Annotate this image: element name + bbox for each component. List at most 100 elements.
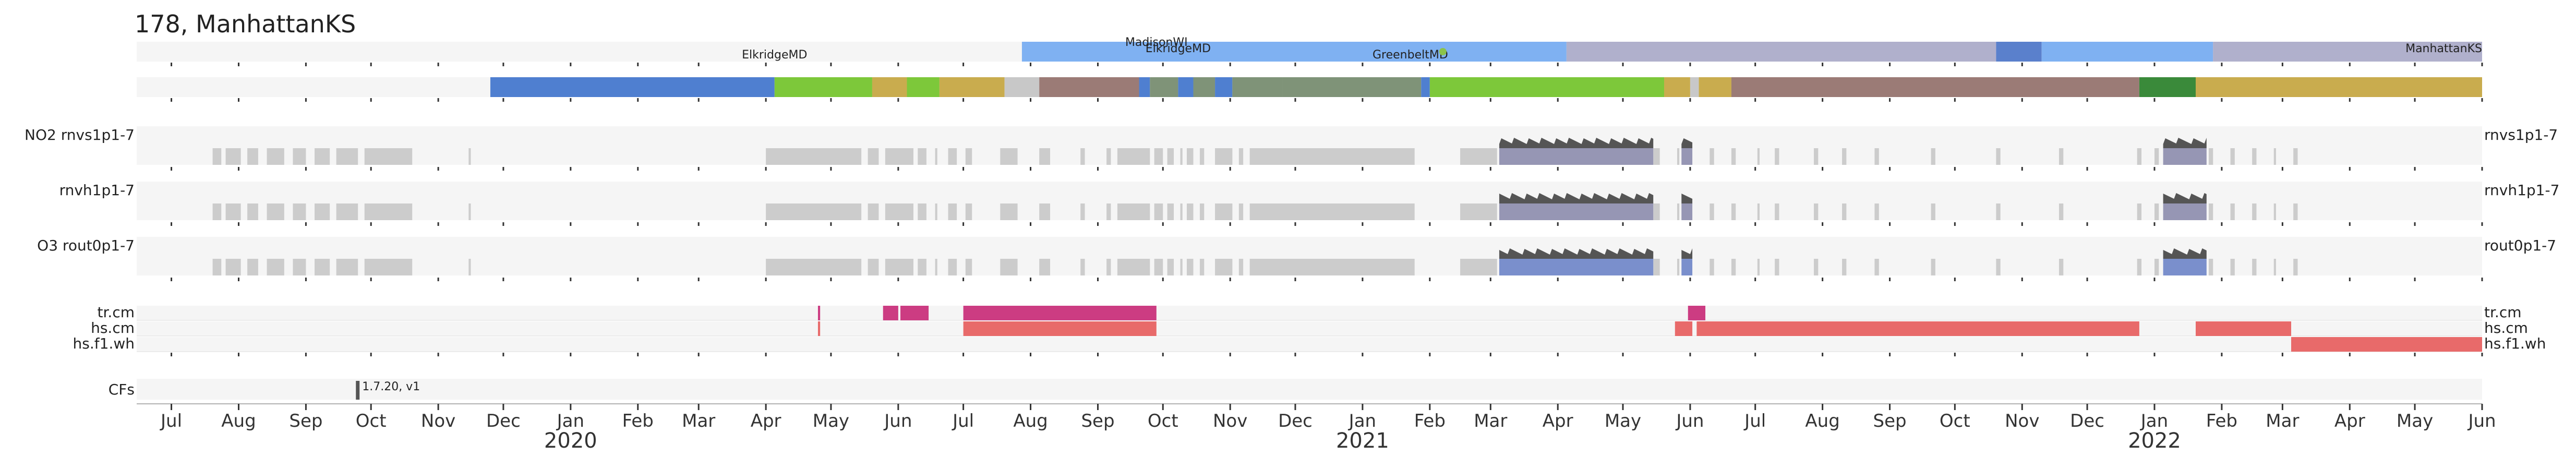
sensor-row-left-label: NO2 rnvs1p1-7 <box>25 126 135 143</box>
sensor-gray-segment <box>293 203 306 220</box>
x-axis-month-label: Jul <box>1743 411 1766 431</box>
location-label: ElkridgeMD <box>1146 42 1211 55</box>
sensor-gray-segment <box>1039 203 1050 220</box>
sensor-gray-segment <box>1249 203 1415 220</box>
sensor-gray-segment <box>293 148 306 165</box>
sensor-gray-segment <box>212 203 222 220</box>
sensor-gray-segment <box>2252 148 2257 165</box>
sensor-gray-segment <box>1187 148 1194 165</box>
sensor-gray-segment <box>293 259 306 275</box>
sensor-gray-segment <box>2273 203 2276 220</box>
sensor-gray-segment <box>225 203 241 220</box>
sensor-gray-segment <box>1460 148 1497 165</box>
cf-marker-label: 1.7.20, v1 <box>362 380 420 393</box>
sensor-gray-segment <box>918 148 926 165</box>
x-axis-month-label: Aug <box>221 411 256 431</box>
sensor-gray-segment <box>1731 148 1736 165</box>
sensor-gray-segment <box>1199 259 1205 275</box>
sensor-gray-segment <box>2154 203 2159 220</box>
sensor-gray-segment <box>1813 259 1819 275</box>
sensor-active-segment <box>1681 148 1693 165</box>
status-segment <box>1696 321 2139 336</box>
context-segment <box>2139 77 2196 97</box>
x-axis-month-label: Jun <box>1675 411 1704 431</box>
status-segment <box>2195 321 2291 336</box>
x-axis-month-label: Oct <box>1148 411 1178 431</box>
sensor-activity-trace <box>2163 138 2207 148</box>
status-row-left-label: hs.cm <box>91 319 135 337</box>
sensor-gray-segment <box>948 259 957 275</box>
sensor-gray-segment <box>1653 259 1660 275</box>
sensor-gray-segment <box>1249 259 1415 275</box>
cf-row-label: CFs <box>109 381 135 398</box>
x-axis-month-label: Nov <box>1213 411 1247 431</box>
context-segment <box>1282 77 1422 97</box>
sensor-gray-segment <box>1710 148 1714 165</box>
x-axis-month-label: Dec <box>486 411 521 431</box>
sensor-gray-segment <box>1215 259 1233 275</box>
status-segment <box>817 306 821 320</box>
sensor-gray-segment <box>1106 148 1111 165</box>
location-segment <box>2041 42 2213 62</box>
sensor-gray-segment <box>1187 203 1194 220</box>
sensor-gray-segment <box>1000 203 1018 220</box>
sensor-gray-segment <box>1677 259 1680 275</box>
sensor-gray-segment <box>1653 203 1660 220</box>
sensor-gray-segment <box>1813 148 1819 165</box>
sensor-gray-segment <box>212 148 222 165</box>
x-axis-month-label: Sep <box>289 411 322 431</box>
sensor-gray-segment <box>2293 148 2298 165</box>
sensor-gray-segment <box>247 203 258 220</box>
sensor-active-segment <box>2163 203 2207 220</box>
sensor-gray-segment <box>885 203 913 220</box>
sensor-active-segment <box>2163 148 2207 165</box>
sensor-gray-segment <box>1677 203 1680 220</box>
sensor-gray-segment <box>1757 148 1760 165</box>
status-segment <box>963 321 1157 336</box>
sensor-row-right-label: rnvh1p1-7 <box>2484 182 2559 199</box>
sensor-gray-segment <box>364 148 413 165</box>
sensor-gray-segment <box>2059 148 2064 165</box>
context-segment <box>774 77 872 97</box>
x-axis-month-label: Dec <box>1278 411 1313 431</box>
status-row-left-label: hs.f1.wh <box>73 335 135 352</box>
x-axis-month-label: May <box>1605 411 1641 431</box>
sensor-gray-segment <box>2137 148 2142 165</box>
sensor-gray-segment <box>2137 203 2142 220</box>
sensor-gray-segment <box>1187 259 1194 275</box>
sensor-gray-segment <box>2208 259 2213 275</box>
sensor-gray-segment <box>766 148 862 165</box>
x-axis-year-label: 2020 <box>544 429 597 453</box>
sensor-active-segment <box>1499 203 1654 220</box>
sensor-gray-segment <box>1775 203 1779 220</box>
x-axis-month-label: Jan <box>556 411 584 431</box>
sensor-gray-segment <box>364 203 413 220</box>
context-segment <box>1664 77 1690 97</box>
sensor-gray-segment <box>1117 148 1150 165</box>
sensor-gray-segment <box>267 203 284 220</box>
sensor-gray-segment <box>1215 203 1233 220</box>
sensor-gray-segment <box>1000 148 1018 165</box>
x-axis-month-label: Jan <box>2140 411 2168 431</box>
status-row-right-label: hs.f1.wh <box>2484 335 2546 352</box>
sensor-gray-segment <box>1931 259 1935 275</box>
sensor-gray-segment <box>2273 259 2276 275</box>
context-segment <box>1150 77 1178 97</box>
sensor-gray-segment <box>1874 259 1879 275</box>
location-label: ManhattanKS <box>2405 42 2482 55</box>
status-segment <box>817 321 821 336</box>
sensor-gray-segment <box>1180 148 1183 165</box>
sensor-gray-segment <box>247 259 258 275</box>
x-axis-month-label: Feb <box>622 411 654 431</box>
sensor-gray-segment <box>1080 148 1085 165</box>
context-segment <box>1429 77 1665 97</box>
sensor-gray-segment <box>1775 259 1779 275</box>
sensor-gray-segment <box>1813 203 1819 220</box>
sensor-activity-trace <box>1499 138 1654 148</box>
x-axis-month-label: Apr <box>2334 411 2365 431</box>
x-axis-month-label: Sep <box>1873 411 1907 431</box>
location-label: MadisonWI <box>1125 36 1188 49</box>
x-axis-month-label: Nov <box>2005 411 2039 431</box>
x-axis-year-label: 2022 <box>2128 429 2181 453</box>
sensor-gray-segment <box>1154 259 1163 275</box>
